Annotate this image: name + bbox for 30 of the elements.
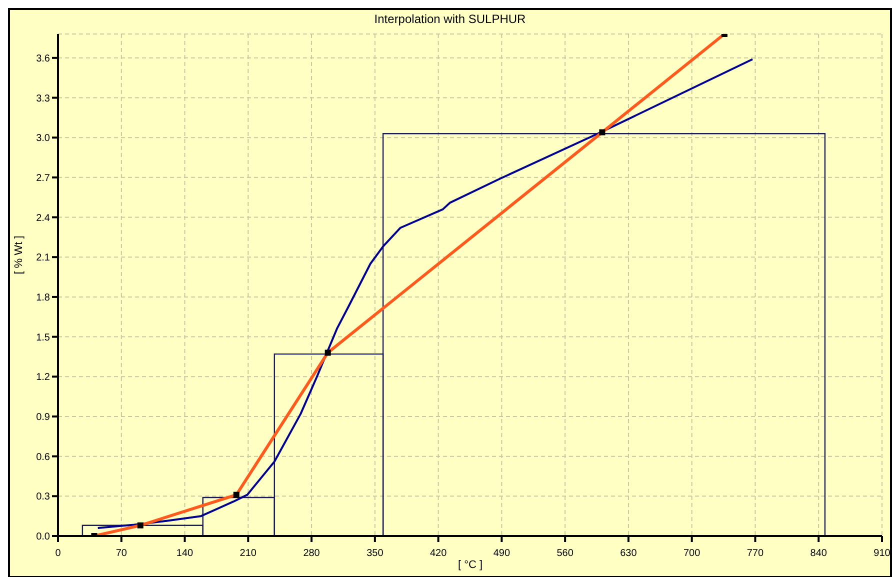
y-tick-label: 0.6	[36, 452, 50, 463]
y-axis-title: [ % Wt ]	[12, 236, 25, 274]
y-tick-label: 3.0	[36, 133, 50, 144]
x-tick-label: 840	[810, 548, 828, 559]
y-tick-label: 1.2	[36, 372, 50, 384]
x-tick-label: 140	[176, 548, 194, 559]
y-tick-label: 2.4	[36, 212, 50, 224]
x-tick-label: 210	[240, 548, 257, 559]
y-tick-label: 3.3	[36, 93, 50, 104]
y-tick-label: 2.7	[36, 172, 50, 184]
x-axis-title: [ °C ]	[458, 559, 483, 571]
x-tick-label: 350	[366, 548, 384, 559]
x-tick-label: 630	[620, 548, 638, 559]
y-tick-label: 2.1	[36, 252, 50, 264]
x-tick-label: 280	[303, 548, 320, 559]
x-tick-label: 560	[556, 548, 574, 559]
x-tick-label: 770	[746, 548, 764, 559]
x-tick-label: 0	[55, 548, 62, 559]
y-tick-label: 1.8	[36, 292, 50, 304]
x-tick-label: 490	[493, 548, 510, 559]
x-tick-label: 70	[116, 548, 128, 559]
x-tick-label: 910	[874, 548, 891, 559]
y-tick-label: 0.0	[36, 532, 50, 543]
y-tick-label: 0.3	[36, 492, 50, 503]
y-tick-label: 3.6	[36, 53, 50, 64]
x-tick-label: 700	[684, 548, 701, 559]
y-tick-label: 0.9	[36, 412, 50, 424]
y-tick-label: 1.5	[36, 332, 50, 344]
chart-title: Interpolation with SULPHUR	[373, 12, 527, 26]
x-tick-label: 420	[430, 548, 448, 559]
